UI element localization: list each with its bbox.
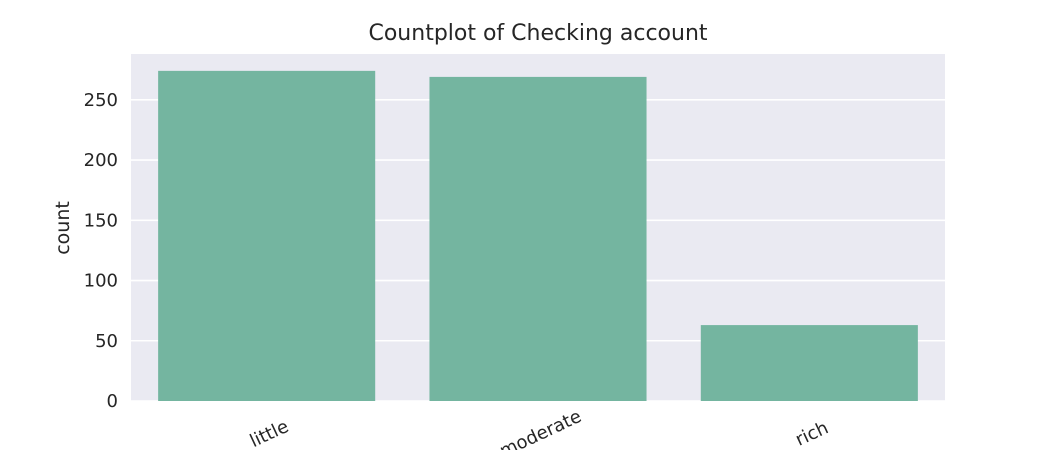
bar-moderate	[429, 76, 647, 401]
x-tick-label: rich	[792, 417, 831, 450]
y-tick-label: 150	[84, 210, 118, 231]
chart-title: Countplot of Checking account	[368, 21, 707, 46]
x-tick-label: little	[247, 416, 292, 450]
bar-rich	[700, 325, 918, 401]
y-tick-label: 100	[84, 271, 118, 292]
x-tick-label: moderate	[497, 406, 585, 450]
y-axis-ticks: 0 50 100 150 200 250	[84, 90, 118, 412]
x-axis-ticks: little moderate rich	[247, 406, 832, 450]
y-axis-label: count	[52, 201, 74, 255]
bars	[158, 70, 918, 402]
y-tick-label: 0	[107, 391, 118, 412]
y-tick-label: 50	[95, 331, 118, 352]
y-tick-label: 250	[84, 90, 118, 111]
y-tick-label: 200	[84, 150, 118, 171]
bar-little	[158, 70, 376, 402]
